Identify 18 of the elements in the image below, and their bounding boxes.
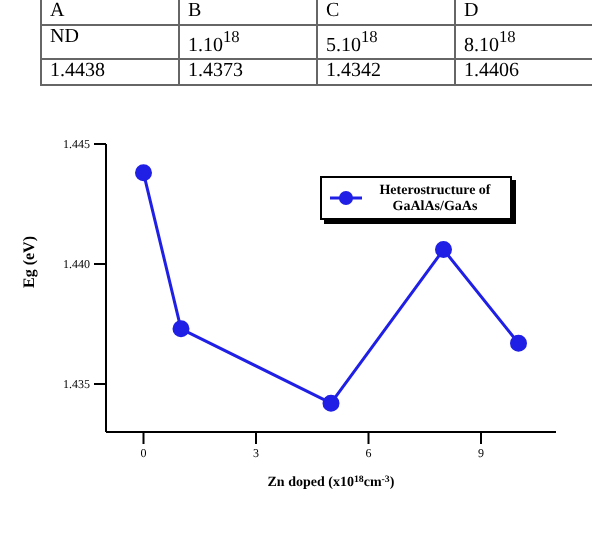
text: 1.4373 — [178, 60, 316, 87]
text: 1.4438 — [40, 60, 178, 87]
text: B — [178, 0, 316, 26]
text: 1.10$^{18}$ — [178, 26, 316, 61]
point — [435, 241, 452, 259]
point — [322, 394, 340, 412]
text: D — [454, 0, 592, 26]
text: 1.4342 — [316, 60, 454, 87]
point — [135, 164, 152, 182]
text: 1.4406 — [454, 60, 592, 87]
point — [172, 320, 190, 338]
y-axis-title: Eg (eV) — [19, 235, 38, 288]
text: 8.10$^{18}$ — [454, 26, 592, 61]
text: 5.10$^{18}$ — [316, 26, 454, 61]
text: C — [316, 0, 454, 26]
text: A — [40, 0, 178, 26]
text: ND — [40, 26, 178, 61]
point — [510, 334, 527, 352]
